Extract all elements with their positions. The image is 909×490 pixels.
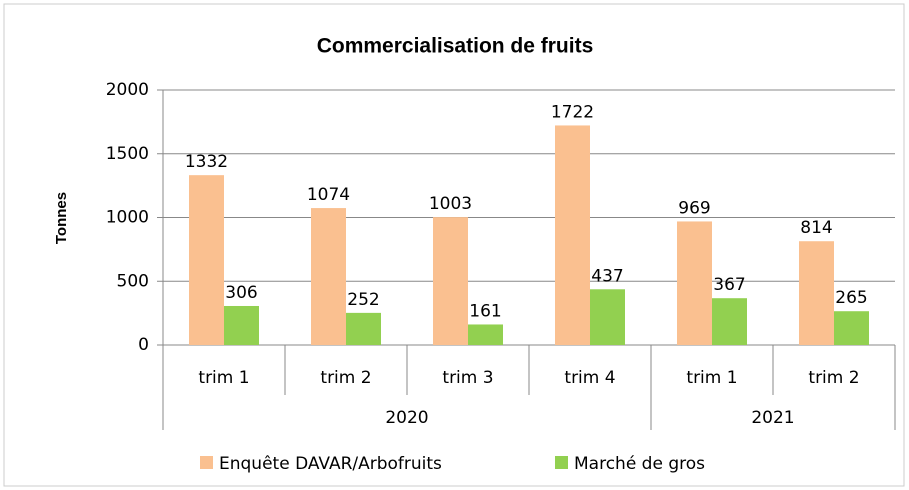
x-group-label: 2020 [385, 408, 428, 428]
data-label: 252 [347, 290, 379, 310]
legend-label: Marché de gros [574, 454, 705, 474]
data-label: 265 [835, 288, 867, 308]
x-tick-label: trim 2 [808, 368, 859, 388]
chart-title: Commercialisation de fruits [317, 35, 594, 58]
data-label: 1332 [185, 152, 228, 172]
x-tick-label: trim 4 [564, 368, 615, 388]
y-tick-label: 0 [138, 335, 149, 355]
bar [799, 241, 834, 345]
bar [468, 324, 503, 345]
x-tick-label: trim 3 [442, 368, 493, 388]
data-label: 969 [678, 198, 710, 218]
bar [590, 289, 625, 345]
x-tick-label: trim 2 [320, 368, 371, 388]
data-label: 437 [591, 266, 623, 286]
y-axis-title: Tonnes [53, 192, 70, 244]
x-group-label: 2021 [751, 408, 794, 428]
data-label: 1003 [429, 194, 472, 214]
data-label: 1722 [551, 102, 594, 122]
bar [712, 298, 747, 345]
bar [433, 217, 468, 345]
data-label: 306 [225, 283, 257, 303]
data-label: 367 [713, 275, 745, 295]
bar [311, 208, 346, 345]
legend-swatch [555, 456, 568, 469]
bar [346, 312, 381, 345]
bar [834, 311, 869, 345]
legend-label: Enquête DAVAR/Arbofruits [219, 454, 442, 474]
legend-swatch [200, 456, 213, 469]
data-label: 814 [800, 218, 832, 238]
y-tick-label: 2000 [106, 80, 149, 100]
x-tick-label: trim 1 [198, 368, 249, 388]
bar [224, 305, 259, 345]
x-tick-label: trim 1 [686, 368, 737, 388]
bar [555, 125, 590, 345]
bar [677, 221, 712, 345]
data-label: 161 [469, 301, 501, 321]
data-label: 1074 [307, 185, 350, 205]
y-tick-label: 500 [117, 271, 149, 291]
y-tick-label: 1500 [106, 144, 149, 164]
bar [189, 175, 224, 345]
y-tick-label: 1000 [106, 208, 149, 228]
